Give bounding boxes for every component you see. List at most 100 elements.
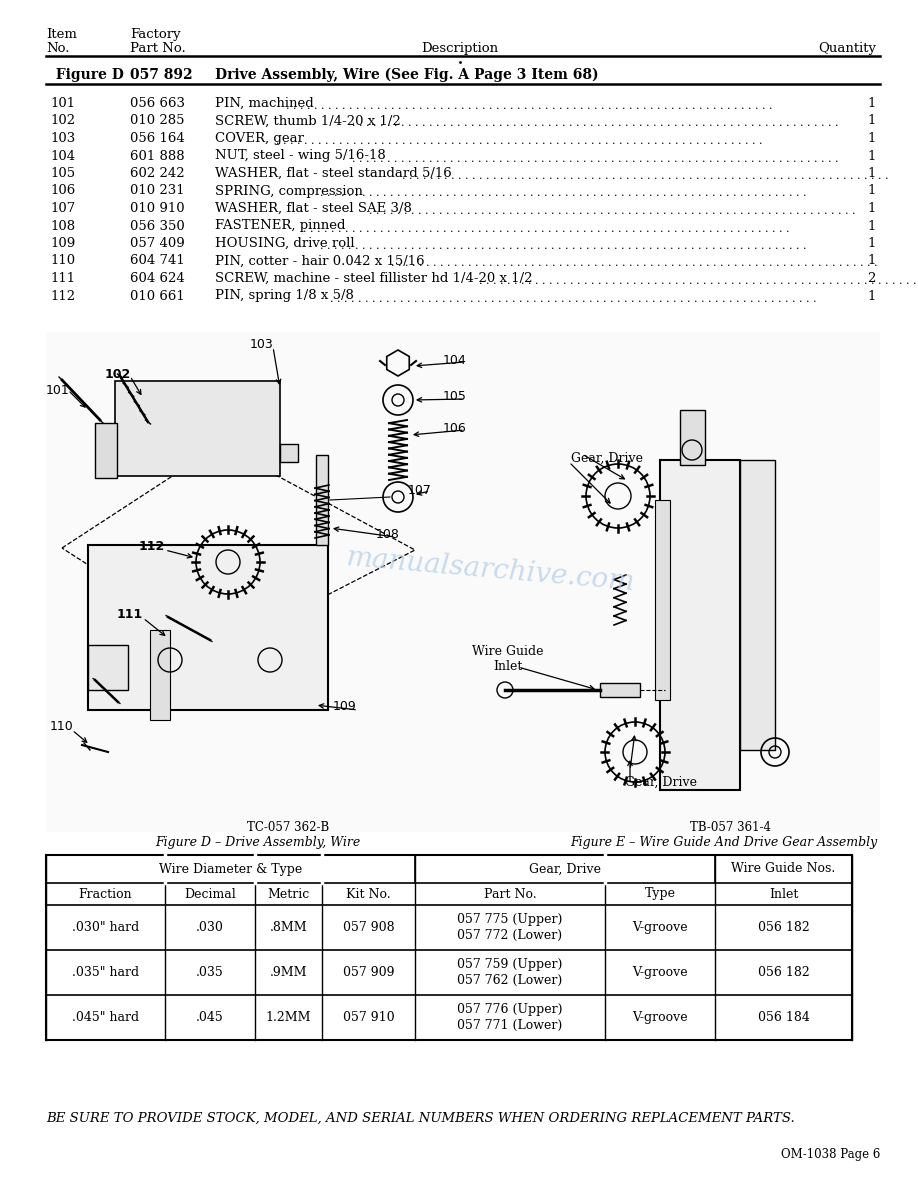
- Text: Decimal: Decimal: [185, 887, 236, 901]
- Text: 112: 112: [50, 290, 75, 303]
- Text: Quantity: Quantity: [818, 42, 876, 55]
- Text: 604 741: 604 741: [130, 254, 185, 267]
- Text: Description: Description: [421, 42, 498, 55]
- Text: 010 910: 010 910: [130, 202, 185, 215]
- Text: 1: 1: [868, 168, 876, 181]
- Text: Figure D – Drive Assembly, Wire: Figure D – Drive Assembly, Wire: [155, 836, 360, 849]
- Text: OM-1038 Page 6: OM-1038 Page 6: [780, 1148, 880, 1161]
- Text: 108: 108: [50, 220, 75, 233]
- Text: Gear, Drive: Gear, Drive: [571, 451, 643, 465]
- Text: Factory: Factory: [130, 29, 181, 42]
- Text: .035" hard: .035" hard: [72, 966, 139, 979]
- Text: 1: 1: [868, 254, 876, 267]
- Text: Inlet: Inlet: [768, 887, 798, 901]
- Text: Figure D: Figure D: [46, 68, 124, 82]
- Text: 103: 103: [50, 132, 75, 145]
- Text: manualsarchive.com: manualsarchive.com: [344, 544, 635, 596]
- Text: 602 242: 602 242: [130, 168, 185, 181]
- Text: . . . . . . . . . . . . . . . . . . . . . . . . . . . . . . . . . . . . . . . . : . . . . . . . . . . . . . . . . . . . . …: [303, 223, 793, 234]
- Text: Gear, Drive: Gear, Drive: [625, 776, 697, 789]
- Text: 057 759 (Upper): 057 759 (Upper): [457, 958, 563, 971]
- Text: 010 285: 010 285: [130, 114, 185, 127]
- Text: . . . . . . . . . . . . . . . . . . . . . . . . . . . . . . . . . . . . . . . . : . . . . . . . . . . . . . . . . . . . . …: [369, 206, 859, 216]
- Text: 1: 1: [868, 97, 876, 110]
- Text: 057 910: 057 910: [342, 1011, 395, 1024]
- Text: 057 775 (Upper): 057 775 (Upper): [457, 914, 563, 925]
- Text: . . . . . . . . . . . . . . . . . . . . . . . . . . . . . . . . . . . . . . . . : . . . . . . . . . . . . . . . . . . . . …: [330, 293, 821, 303]
- Text: 110: 110: [50, 720, 73, 733]
- Text: 057 771 (Lower): 057 771 (Lower): [457, 1019, 563, 1032]
- Text: 1: 1: [868, 290, 876, 303]
- Text: 057 776 (Upper): 057 776 (Upper): [457, 1003, 563, 1016]
- Text: V-groove: V-groove: [633, 921, 688, 934]
- Text: .045" hard: .045" hard: [72, 1011, 139, 1024]
- Text: Wire Guide Nos.: Wire Guide Nos.: [732, 862, 835, 876]
- Text: 601 888: 601 888: [130, 150, 185, 163]
- Text: 101: 101: [46, 384, 70, 397]
- Text: 112: 112: [139, 541, 165, 554]
- Text: .030" hard: .030" hard: [72, 921, 140, 934]
- Text: V-groove: V-groove: [633, 1011, 688, 1024]
- Bar: [88, 645, 128, 690]
- Text: TC-057 362-B: TC-057 362-B: [247, 821, 330, 834]
- Text: 1.2MM: 1.2MM: [265, 1011, 311, 1024]
- Text: . . . . . . . . . . . . . . . . . . . . . . . . . . . . . . . . . . . . . . . . : . . . . . . . . . . . . . . . . . . . . …: [353, 119, 843, 128]
- Text: Figure E – Wire Guide And Drive Gear Assembly: Figure E – Wire Guide And Drive Gear Ass…: [570, 836, 878, 849]
- Text: 056 184: 056 184: [757, 1011, 810, 1024]
- Text: 107: 107: [50, 202, 75, 215]
- Text: . . . . . . . . . . . . . . . . . . . . . . . . . . . . . . . . . . . . . . . . : . . . . . . . . . . . . . . . . . . . . …: [479, 276, 918, 286]
- Text: 105: 105: [50, 168, 75, 181]
- Bar: [655, 500, 670, 700]
- Text: . . . . . . . . . . . . . . . . . . . . . . . . . . . . . . . . . . . . . . . . : . . . . . . . . . . . . . . . . . . . . …: [391, 259, 881, 268]
- Text: 056 164: 056 164: [130, 132, 185, 145]
- Text: Wire Diameter & Type: Wire Diameter & Type: [159, 862, 302, 876]
- Text: Fraction: Fraction: [79, 887, 132, 901]
- Text: No.: No.: [46, 42, 70, 55]
- Text: 056 182: 056 182: [757, 966, 810, 979]
- Text: Part No.: Part No.: [130, 42, 185, 55]
- Text: . . . . . . . . . . . . . . . . . . . . . . . . . . . . . . . . . . . . . . . . : . . . . . . . . . . . . . . . . . . . . …: [402, 171, 892, 181]
- Text: 1: 1: [868, 220, 876, 233]
- Bar: [46, 331, 880, 832]
- Text: HOUSING, drive roll: HOUSING, drive roll: [215, 236, 354, 249]
- Text: FASTENER, pinned: FASTENER, pinned: [215, 220, 345, 233]
- Text: PIN, spring 1/8 x 5/8: PIN, spring 1/8 x 5/8: [215, 290, 353, 303]
- Text: 057 892: 057 892: [130, 68, 193, 82]
- Text: 1: 1: [868, 114, 876, 127]
- Text: Kit No.: Kit No.: [346, 887, 391, 901]
- Text: 111: 111: [50, 272, 75, 285]
- Bar: [316, 455, 328, 545]
- Text: .030: .030: [196, 921, 224, 934]
- Bar: [95, 423, 117, 478]
- Text: Drive Assembly, Wire (See Fig. A Page 3 Item 68): Drive Assembly, Wire (See Fig. A Page 3 …: [215, 68, 599, 82]
- Text: 057 909: 057 909: [342, 966, 394, 979]
- Text: 106: 106: [443, 422, 467, 435]
- Text: Part No.: Part No.: [484, 887, 536, 901]
- Text: 104: 104: [443, 354, 467, 367]
- Text: 1: 1: [868, 150, 876, 163]
- Text: 604 624: 604 624: [130, 272, 185, 285]
- Bar: [88, 545, 328, 710]
- Text: 1: 1: [868, 132, 876, 145]
- Bar: [740, 460, 775, 750]
- Text: NUT, steel - wing 5/16-18: NUT, steel - wing 5/16-18: [215, 150, 386, 163]
- Text: V-groove: V-groove: [633, 966, 688, 979]
- Text: 1: 1: [868, 236, 876, 249]
- Text: 105: 105: [443, 391, 467, 404]
- Bar: [600, 683, 640, 697]
- Text: 057 908: 057 908: [342, 921, 395, 934]
- Text: SCREW, thumb 1/4-20 x 1/2: SCREW, thumb 1/4-20 x 1/2: [215, 114, 401, 127]
- Text: 056 663: 056 663: [130, 97, 185, 110]
- Text: .9MM: .9MM: [270, 966, 308, 979]
- Text: .8MM: .8MM: [270, 921, 308, 934]
- Text: PIN, cotter - hair 0.042 x 15/16: PIN, cotter - hair 0.042 x 15/16: [215, 254, 425, 267]
- Text: . . . . . . . . . . . . . . . . . . . . . . . . . . . . . . . . . . . . . . . . : . . . . . . . . . . . . . . . . . . . . …: [319, 241, 810, 251]
- Text: 057 772 (Lower): 057 772 (Lower): [457, 929, 563, 942]
- Text: 109: 109: [50, 236, 75, 249]
- Text: . . . . . . . . . . . . . . . . . . . . . . . . . . . . . . . . . . . . . . . . : . . . . . . . . . . . . . . . . . . . . …: [319, 189, 810, 198]
- Text: SCREW, machine - steel fillister hd 1/4-20 x 1/2: SCREW, machine - steel fillister hd 1/4-…: [215, 272, 532, 285]
- Text: 103: 103: [250, 339, 274, 352]
- Text: . . . . . . . . . . . . . . . . . . . . . . . . . . . . . . . . . . . . . . . . : . . . . . . . . . . . . . . . . . . . . …: [275, 135, 766, 146]
- Text: 108: 108: [376, 529, 400, 542]
- Text: Metric: Metric: [267, 887, 309, 901]
